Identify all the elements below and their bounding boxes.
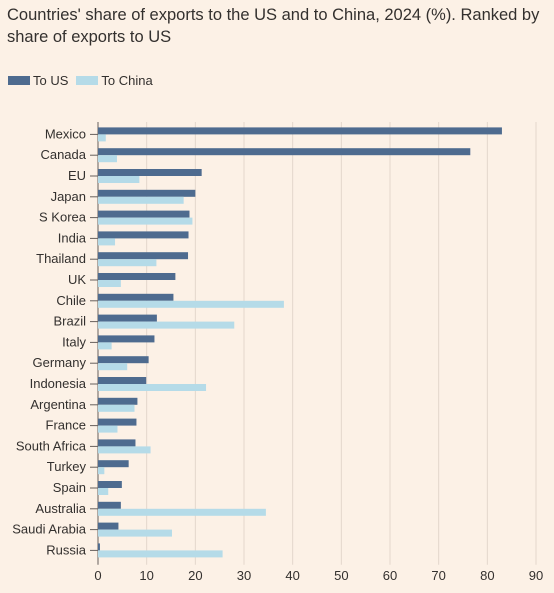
y-tick-label: Canada [40,147,86,162]
legend-label-to-china: To China [101,72,153,88]
bar-to-china [98,425,118,433]
bar-to-us [98,397,138,405]
y-tick-label: Germany [33,355,87,370]
bar-to-us [98,189,196,197]
bar-to-china [98,196,184,204]
y-tick-label: Japan [51,189,86,204]
y-tick-label: South Africa [16,438,87,453]
y-tick-label: S Korea [39,210,87,225]
bar-to-china [98,508,266,516]
bar-to-china [98,176,140,183]
bar-to-us [98,293,174,301]
bar-to-us [98,377,147,384]
bar-to-china [98,446,151,454]
y-tick-label: UK [68,272,86,287]
y-tick-label: Australia [35,501,86,516]
bar-to-us [98,127,502,135]
y-tick-label: Mexico [45,126,86,141]
y-tick-label: Argentina [30,397,86,412]
y-tick-label: Thailand [36,251,86,266]
bar-to-china [98,321,235,329]
bar-to-us [98,522,119,530]
x-tick-label: 90 [529,568,543,583]
bar-to-us [98,231,189,239]
x-tick-label: 80 [480,568,494,583]
legend-swatch-to-us [8,75,30,85]
bar-to-china [98,155,117,163]
x-tick-label: 40 [285,568,299,583]
bar-to-china [98,300,284,308]
bar-to-us [98,501,121,509]
y-tick-label: Spain [53,480,86,495]
bar-to-us [98,148,471,156]
x-tick-label: 70 [431,568,445,583]
bar-to-china [98,280,121,287]
bar-to-china [98,550,223,558]
bar-to-us [98,210,190,218]
y-tick-label: Indonesia [30,376,87,391]
chart-title: Countries' share of exports to the US an… [7,6,540,46]
bar-to-china [98,467,105,475]
y-tick-label: Italy [62,334,86,349]
bar-to-us [98,273,176,280]
y-tick-label: Russia [46,542,87,557]
bar-to-us [98,543,100,551]
bar-to-us [98,252,189,260]
bar-to-china [98,217,193,225]
bar-to-us [98,335,155,343]
legend-swatch-to-china [76,75,99,85]
y-tick-label: Chile [56,293,86,308]
x-tick-label: 0 [94,568,101,583]
bar-to-china [98,134,106,142]
y-tick-label: France [46,418,86,433]
bar-to-china [98,404,135,412]
y-tick-label: Turkey [47,459,87,474]
bar-to-us [98,418,137,426]
legend-item-to-us: To US [8,73,68,88]
bar-to-china [98,238,116,246]
bar-to-china [98,529,172,537]
x-tick-label: 60 [383,568,397,583]
x-tick-label: 20 [188,568,202,583]
bar-to-china [98,488,109,495]
y-tick-label: Saudi Arabia [12,522,86,537]
x-tick-label: 30 [237,568,251,583]
bar-to-us [98,439,136,447]
y-tick-label: EU [68,168,86,183]
y-tick-label: Brazil [53,314,86,329]
bar-to-china [98,259,157,267]
bar-to-us [98,356,149,364]
y-tick-label: India [58,230,87,245]
bar-to-us [98,169,202,176]
x-tick-label: 10 [139,568,153,583]
bar-to-china [98,384,207,391]
bar-to-us [98,460,129,468]
legend: To US To China [8,72,161,88]
legend-label-to-us: To US [33,72,69,88]
x-tick-label: 50 [334,568,348,583]
bar-to-china [98,363,128,371]
bar-to-china [98,342,112,350]
legend-item-to-china: To China [76,72,153,88]
bar-to-us [98,481,122,488]
bar-to-us [98,314,157,322]
